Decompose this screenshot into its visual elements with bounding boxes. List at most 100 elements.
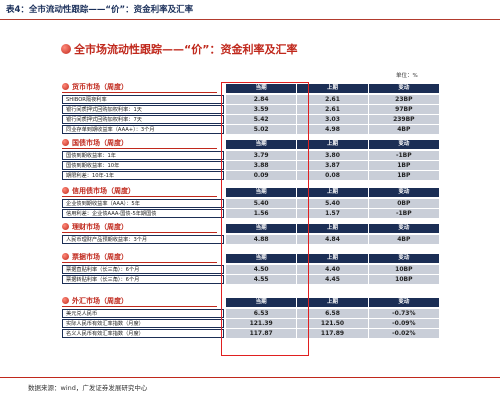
cell-change: 0BP bbox=[368, 199, 439, 208]
cell-change: -1BP bbox=[368, 151, 439, 160]
cell-change: -0.73% bbox=[368, 309, 439, 318]
column-header-previous: 上期 bbox=[297, 224, 368, 233]
cell-change: 239BP bbox=[368, 115, 439, 124]
section-divider bbox=[62, 196, 217, 197]
table-row: 银行间质押式回购加权利率：7天 5.42 3.03 239BP bbox=[62, 115, 440, 124]
cell-change: 97BP bbox=[368, 105, 439, 114]
table-row: 票据转贴利率（长三角）：6个月 4.55 4.45 10BP bbox=[62, 275, 440, 284]
table-row: 期限利差：10年-1年 0.09 0.08 1BP bbox=[62, 171, 440, 180]
row-label: SHIBOR隔夜利率 bbox=[62, 95, 224, 104]
footer-divider bbox=[0, 377, 500, 378]
cell-current: 117.87 bbox=[226, 329, 297, 338]
table-row: 国债到期收益率：1年 3.79 3.80 -1BP bbox=[62, 151, 440, 160]
column-header-row: 当期 上期 变动 bbox=[226, 224, 440, 233]
column-header-previous: 上期 bbox=[297, 298, 368, 307]
column-header-change: 变动 bbox=[368, 84, 439, 93]
cell-current: 0.09 bbox=[226, 171, 297, 180]
table-row: 银行间质押式回购加权利率：1天 3.59 2.61 97BP bbox=[62, 105, 440, 114]
column-header-current: 当期 bbox=[226, 140, 297, 149]
cell-current: 5.42 bbox=[226, 115, 297, 124]
cell-current: 5.02 bbox=[226, 125, 297, 134]
data-source: 数据来源：wind，广发证券发展研究中心 bbox=[28, 384, 148, 392]
table-row: 美元兑人民币 6.53 6.58 -0.73% bbox=[62, 309, 440, 318]
cell-previous: 117.89 bbox=[297, 329, 368, 338]
column-header-change: 变动 bbox=[368, 140, 439, 149]
cell-current: 5.40 bbox=[226, 199, 297, 208]
column-header-change: 变动 bbox=[368, 224, 439, 233]
column-header-current: 当期 bbox=[226, 188, 297, 197]
section-divider bbox=[62, 92, 217, 93]
logo-icon bbox=[61, 44, 71, 54]
cell-current: 3.88 bbox=[226, 161, 297, 170]
cell-previous: 3.87 bbox=[297, 161, 368, 170]
cell-current: 2.84 bbox=[226, 95, 297, 104]
cell-change: -0.02% bbox=[368, 329, 439, 338]
cell-change: -1BP bbox=[368, 209, 439, 218]
cell-change: 4BP bbox=[368, 125, 439, 134]
cell-current: 3.59 bbox=[226, 105, 297, 114]
section-title: 信用债市场（周度） bbox=[72, 187, 135, 195]
cell-previous: 121.50 bbox=[297, 319, 368, 328]
cell-current: 4.88 bbox=[226, 235, 297, 244]
column-header-change: 变动 bbox=[368, 254, 439, 263]
row-label: 人民币理财产品预期收益率：3个月 bbox=[62, 235, 224, 244]
column-header-row: 当期 上期 变动 bbox=[226, 84, 440, 93]
row-label: 银行间质押式回购加权利率：1天 bbox=[62, 105, 224, 114]
cell-previous: 5.40 bbox=[297, 199, 368, 208]
cell-change: 10BP bbox=[368, 275, 439, 284]
cell-current: 4.50 bbox=[226, 265, 297, 274]
column-header-change: 变动 bbox=[368, 188, 439, 197]
section-divider bbox=[62, 262, 217, 263]
cell-current: 6.53 bbox=[226, 309, 297, 318]
section-title: 货币市场（周度） bbox=[72, 83, 128, 91]
cell-previous: 2.61 bbox=[297, 95, 368, 104]
column-header-current: 当期 bbox=[226, 298, 297, 307]
section-title: 国债市场（周度） bbox=[72, 139, 128, 147]
cell-change: -0.09% bbox=[368, 319, 439, 328]
row-label: 企业债到期收益率（AAA）：5年 bbox=[62, 199, 224, 208]
cell-change: 1BP bbox=[368, 161, 439, 170]
row-label: 银行间质押式回购加权利率：7天 bbox=[62, 115, 224, 124]
cell-change: 23BP bbox=[368, 95, 439, 104]
cell-previous: 4.98 bbox=[297, 125, 368, 134]
table-row: 同业存单到期收益率（AAA+）：3个月 5.02 4.98 4BP bbox=[62, 125, 440, 134]
cell-change: 1BP bbox=[368, 171, 439, 180]
page-title: 全市场流动性跟踪——“价”：资金利率及汇率 bbox=[74, 43, 298, 56]
table-row: 企业债到期收益率（AAA）：5年 5.40 5.40 0BP bbox=[62, 199, 440, 208]
cell-current: 3.79 bbox=[226, 151, 297, 160]
section-title: 票据市场（周度） bbox=[72, 253, 128, 261]
table-row: 实际人民币有效汇率指数（月度） 121.39 121.50 -0.09% bbox=[62, 319, 440, 328]
cell-change: 4BP bbox=[368, 235, 439, 244]
column-header-previous: 上期 bbox=[297, 84, 368, 93]
report-panel: 全市场流动性跟踪——“价”：资金利率及汇率 单位：% 货币市场（周度） 当期 上期变… bbox=[58, 36, 442, 358]
column-header-current: 当期 bbox=[226, 254, 297, 263]
column-header-row: 当期 上期 变动 bbox=[226, 140, 440, 149]
row-label: 国债到期收益率：10年 bbox=[62, 161, 224, 170]
cell-previous: 6.58 bbox=[297, 309, 368, 318]
row-label: 同业存单到期收益率（AAA+）：3个月 bbox=[62, 125, 224, 134]
row-label: 期限利差：10年-1年 bbox=[62, 171, 224, 180]
cell-previous: 4.84 bbox=[297, 235, 368, 244]
table-row: SHIBOR隔夜利率 2.84 2.61 23BP bbox=[62, 95, 440, 104]
section-divider bbox=[62, 306, 217, 307]
section-bullet-icon bbox=[62, 253, 69, 260]
section-title: 外汇市场（周度） bbox=[72, 297, 128, 305]
column-header-row: 当期 上期 变动 bbox=[226, 188, 440, 197]
section-divider bbox=[62, 232, 217, 233]
cell-previous: 4.45 bbox=[297, 275, 368, 284]
row-label: 美元兑人民币 bbox=[62, 309, 224, 318]
section-bullet-icon bbox=[62, 139, 69, 146]
cell-current: 4.55 bbox=[226, 275, 297, 284]
cell-change: 10BP bbox=[368, 265, 439, 274]
table-caption: 表4：全市流动性跟踪——“价”：资金利率及汇率 bbox=[6, 5, 194, 15]
cell-previous: 0.08 bbox=[297, 171, 368, 180]
column-header-row: 当期 上期 变动 bbox=[226, 298, 440, 307]
column-header-previous: 上期 bbox=[297, 140, 368, 149]
row-label: 票据转贴利率（长三角）：6个月 bbox=[62, 275, 224, 284]
section-bullet-icon bbox=[62, 297, 69, 304]
cell-previous: 1.57 bbox=[297, 209, 368, 218]
table-row: 名义人民币有效汇率指数（月度） 117.87 117.89 -0.02% bbox=[62, 329, 440, 338]
table-row: 国债到期收益率：10年 3.88 3.87 1BP bbox=[62, 161, 440, 170]
row-label: 国债到期收益率：1年 bbox=[62, 151, 224, 160]
unit-label: 单位：% bbox=[396, 73, 418, 79]
